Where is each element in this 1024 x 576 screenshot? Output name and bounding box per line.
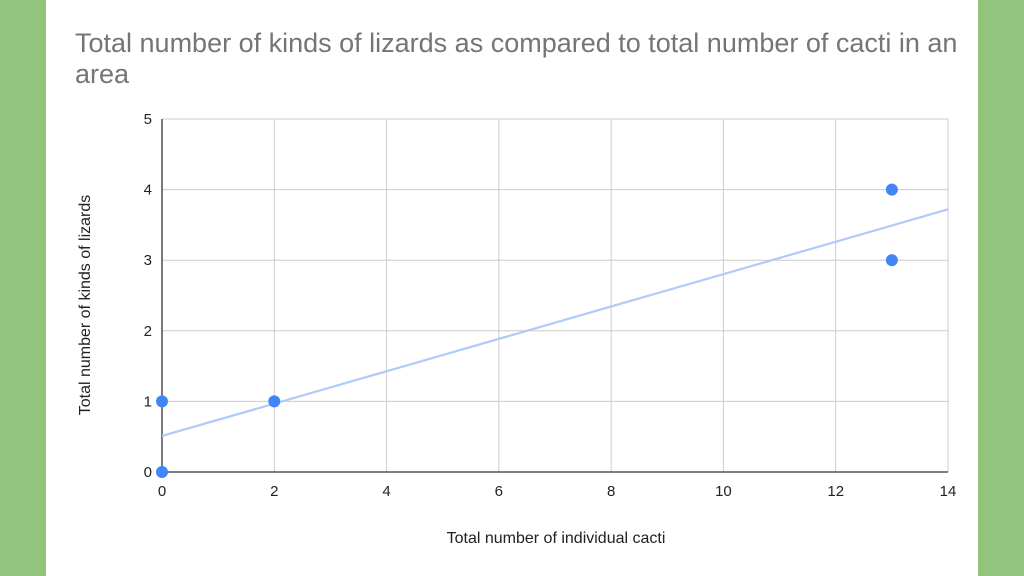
trendline-layer bbox=[161, 208, 949, 438]
data-points bbox=[156, 183, 898, 478]
y-tick-label: 2 bbox=[144, 323, 152, 340]
data-point bbox=[885, 183, 898, 196]
x-tick-label: 0 bbox=[158, 483, 166, 500]
data-point bbox=[156, 466, 168, 478]
y-tick-label: 0 bbox=[144, 464, 152, 481]
data-point bbox=[885, 254, 898, 267]
y-axis-title: Total number of kinds of lizards bbox=[77, 195, 94, 416]
y-tick-label: 1 bbox=[144, 393, 152, 410]
x-tick-label: 12 bbox=[827, 483, 844, 500]
x-tick-labels: 0 2 4 6 8 10 12 14 bbox=[158, 483, 957, 500]
x-tick-label: 4 bbox=[382, 483, 390, 500]
trendline bbox=[161, 208, 949, 438]
y-tick-label: 4 bbox=[144, 182, 152, 199]
x-tick-label: 10 bbox=[715, 483, 732, 500]
x-tick-label: 6 bbox=[495, 483, 503, 500]
y-tick-label: 3 bbox=[144, 252, 152, 269]
chart-panel: Total number of kinds of lizards as comp… bbox=[46, 0, 978, 576]
x-tick-label: 2 bbox=[270, 483, 278, 500]
data-point bbox=[156, 395, 168, 408]
x-tick-label: 8 bbox=[607, 483, 615, 500]
y-tick-label: 5 bbox=[144, 111, 152, 128]
grid-lines bbox=[162, 118, 949, 472]
axes bbox=[161, 119, 948, 473]
data-point bbox=[268, 395, 281, 408]
x-tick-label: 14 bbox=[940, 483, 957, 500]
chart-title: Total number of kinds of lizards as comp… bbox=[75, 28, 958, 89]
y-tick-labels: 0 1 2 3 4 5 bbox=[144, 111, 152, 481]
x-axis-title: Total number of individual cacti bbox=[447, 530, 666, 547]
